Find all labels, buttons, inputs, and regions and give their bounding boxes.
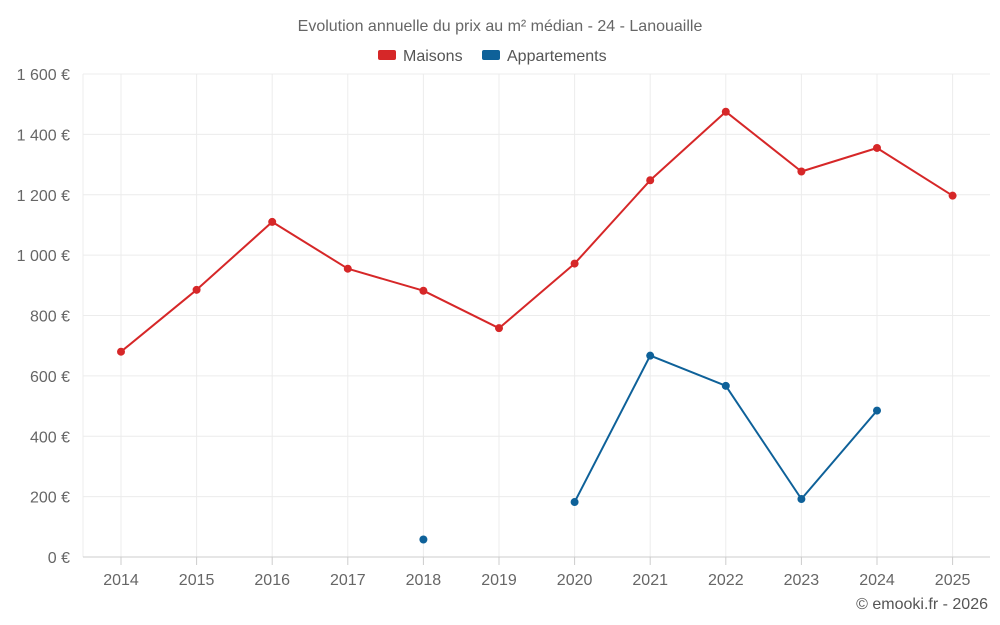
x-tick-label: 2023 xyxy=(784,572,820,589)
y-tick-label: 800 € xyxy=(30,309,70,326)
data-point-appartements-2020[interactable] xyxy=(570,498,579,507)
axes xyxy=(82,74,990,565)
x-tick-label: 2020 xyxy=(557,572,593,589)
data-point-appartements-2023[interactable] xyxy=(797,495,806,504)
x-tick-label: 2014 xyxy=(103,572,139,589)
y-tick-label: 600 € xyxy=(30,369,70,386)
x-axis-ticks: 2014 2015 2016 2017 2018 2019 2020 2021 2022 2023… xyxy=(103,572,970,589)
y-tick-label: 0 € xyxy=(48,550,70,567)
x-tick-label: 2025 xyxy=(935,572,971,589)
x-tick-label: 2015 xyxy=(179,572,215,589)
grid xyxy=(83,73,990,557)
x-tick-label: 2016 xyxy=(254,572,290,589)
legend-label-appartements: Appartements xyxy=(507,48,607,65)
data-point-appartements-2021[interactable] xyxy=(646,351,655,360)
x-tick-label: 2019 xyxy=(481,572,517,589)
y-tick-label: 200 € xyxy=(30,490,70,507)
data-point-appartements-2022[interactable] xyxy=(721,381,730,390)
series-maisons xyxy=(117,107,957,356)
credit[interactable]: © emooki.fr - 2026 xyxy=(856,596,988,613)
legend-swatch-maisons xyxy=(378,50,396,60)
series xyxy=(117,107,957,544)
legend-item-appartements[interactable]: Appartements xyxy=(482,48,607,65)
data-point-maisons-2020[interactable] xyxy=(570,259,579,268)
data-point-appartements-2024[interactable] xyxy=(873,406,881,415)
data-point-maisons-2015[interactable] xyxy=(192,285,201,294)
y-tick-label: 1 600 € xyxy=(17,67,70,84)
data-point-maisons-2022[interactable] xyxy=(721,107,730,116)
data-point-maisons-2014[interactable] xyxy=(117,347,125,356)
series-appartements xyxy=(419,351,881,544)
data-point-appartements-2018[interactable] xyxy=(419,535,428,544)
legend-label-maisons: Maisons xyxy=(403,48,463,65)
x-tick-label: 2024 xyxy=(859,572,895,589)
data-point-maisons-2018[interactable] xyxy=(419,286,428,295)
chart-title: Evolution annuelle du prix au m² médian … xyxy=(298,18,703,35)
y-tick-label: 400 € xyxy=(30,429,70,446)
data-point-maisons-2016[interactable] xyxy=(268,217,277,226)
data-point-maisons-2023[interactable] xyxy=(797,167,806,176)
data-point-maisons-2021[interactable] xyxy=(646,176,655,185)
legend-swatch-appartements xyxy=(482,50,500,60)
x-tick-label: 2022 xyxy=(708,572,744,589)
x-tick-label: 2021 xyxy=(632,572,668,589)
y-axis-ticks: 0 € 200 € 400 € 600 € 800 € 1 000 € 1 200 € 1 4… xyxy=(17,67,70,567)
legend: Maisons Appartements xyxy=(378,48,607,65)
data-point-maisons-2017[interactable] xyxy=(343,264,352,273)
data-point-maisons-2025[interactable] xyxy=(948,191,957,200)
series-line-maisons xyxy=(120,110,954,353)
y-tick-label: 1 400 € xyxy=(17,127,70,144)
y-tick-label: 1 200 € xyxy=(17,188,70,205)
x-tick-label: 2018 xyxy=(406,572,442,589)
y-tick-label: 1 000 € xyxy=(17,248,70,265)
x-tick-label: 2017 xyxy=(330,572,366,589)
data-point-maisons-2024[interactable] xyxy=(873,143,881,152)
data-point-maisons-2019[interactable] xyxy=(495,324,503,333)
legend-item-maisons[interactable]: Maisons xyxy=(378,48,463,65)
